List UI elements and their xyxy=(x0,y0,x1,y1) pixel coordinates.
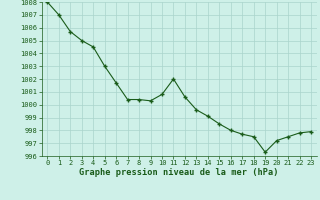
X-axis label: Graphe pression niveau de la mer (hPa): Graphe pression niveau de la mer (hPa) xyxy=(79,168,279,177)
